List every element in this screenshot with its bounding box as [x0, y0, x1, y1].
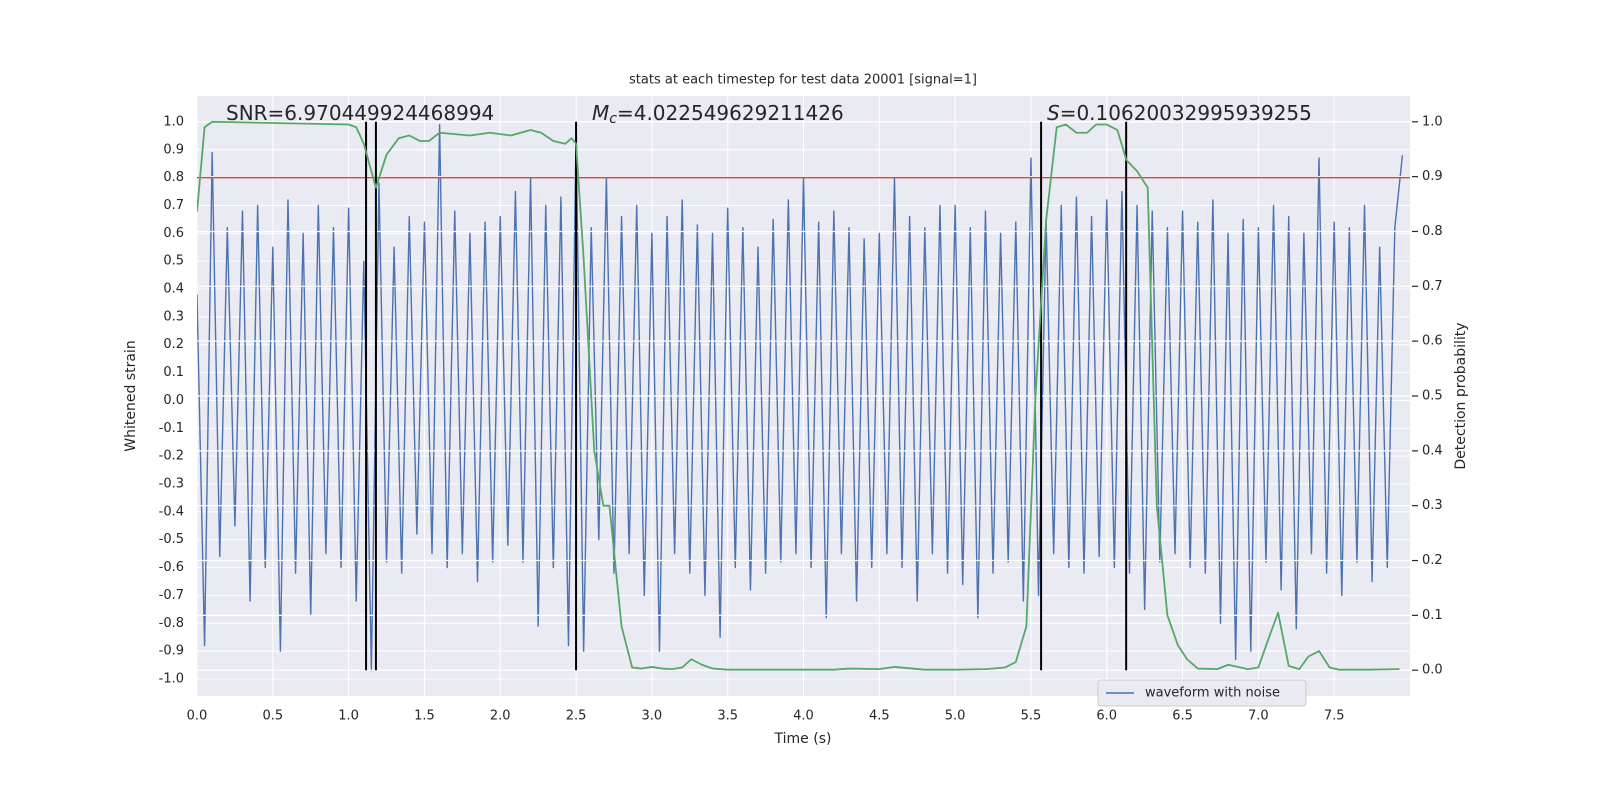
y-tick-label: 1.0 [163, 114, 184, 129]
annotation: S=0.10620032995939255 [1047, 101, 1312, 125]
y-axis-label: Whitened strain [123, 340, 139, 451]
probability-line [197, 120, 1400, 671]
y-tick-label: 0.8 [163, 170, 184, 185]
x-tick-label: 0.5 [262, 709, 283, 724]
waveform-line [197, 123, 1404, 672]
x-tick-label: 0.0 [187, 709, 208, 724]
y-tick-label: 0.7 [163, 198, 184, 213]
y-tick-label: 0.0 [163, 393, 184, 408]
y-tick-label: 0.2 [163, 337, 184, 352]
y2-tick-label: 0.0 [1422, 663, 1443, 678]
annotation: SNR=6.970449924468994 [226, 101, 494, 125]
annotation-symbol: S [1047, 101, 1060, 125]
annotation-subscript: c [609, 111, 617, 127]
y-tick-label: -0.9 [159, 644, 184, 659]
y2-tick-label: 1.0 [1422, 114, 1443, 129]
y2-tick-label: 0.9 [1422, 169, 1443, 184]
x-tick-label: 5.5 [1021, 709, 1042, 724]
y2-tick-label: 0.3 [1422, 498, 1443, 513]
annotation-symbol: M [592, 101, 609, 125]
x-tick-label: 5.0 [945, 709, 966, 724]
y-tick-label: -1.0 [159, 672, 184, 687]
x-tick-label: 4.5 [869, 709, 890, 724]
x-tick-label: 3.5 [717, 709, 738, 724]
y-tick-label: -0.5 [159, 532, 184, 547]
x-tick-label: 1.0 [338, 709, 359, 724]
y2-tick-label: 0.8 [1422, 224, 1443, 239]
y2-tick-label: 0.5 [1422, 389, 1443, 404]
x-axis-label: Time (s) [774, 731, 832, 747]
x-tick-label: 6.5 [1172, 709, 1193, 724]
y-tick-label: 0.9 [163, 142, 184, 157]
y2-tick-label: 0.7 [1422, 279, 1443, 294]
y2-tick-label: 0.1 [1422, 608, 1443, 623]
y-tick-label: -0.7 [159, 588, 184, 603]
annotation-text: =0.10620032995939255 [1060, 101, 1312, 125]
x-tick-label: 1.5 [414, 709, 435, 724]
x-tick-label: 4.0 [793, 709, 814, 724]
y-tick-label: -0.8 [159, 616, 184, 631]
legend-box [1097, 679, 1307, 707]
annotation-text: SNR=6.970449924468994 [226, 101, 494, 125]
x-tick-label: 2.5 [566, 709, 587, 724]
y2-axis-label: Detection probability [1453, 322, 1469, 469]
y2-tick-label: 0.2 [1422, 553, 1443, 568]
plot-area [197, 120, 1410, 672]
y-tick-label: 0.1 [163, 365, 184, 380]
y2-tick-label: 0.6 [1422, 334, 1443, 349]
annotation: Mc=4.022549629211426 [592, 101, 844, 128]
annotation-text: =4.022549629211426 [617, 101, 844, 125]
y-tick-label: 0.3 [163, 309, 184, 324]
chart-title: stats at each timestep for test data 200… [629, 73, 977, 88]
y-tick-label: -0.4 [159, 504, 184, 519]
y-tick-label: -0.6 [159, 560, 184, 575]
x-tick-label: 2.0 [490, 709, 511, 724]
x-tick-label: 3.0 [642, 709, 663, 724]
y-tick-label: 0.4 [163, 282, 184, 297]
y-tick-label: 0.6 [163, 226, 184, 241]
y-tick-label: -0.2 [159, 449, 184, 464]
y-tick-label: -0.1 [159, 421, 184, 436]
y-tick-label: 0.5 [163, 254, 184, 269]
y-tick-label: -0.3 [159, 477, 184, 492]
legend-label: waveform with noise [1145, 686, 1280, 701]
x-tick-label: 7.0 [1248, 709, 1269, 724]
x-tick-label: 7.5 [1324, 709, 1345, 724]
y2-tick-label: 0.4 [1422, 443, 1443, 458]
x-tick-label: 6.0 [1096, 709, 1117, 724]
